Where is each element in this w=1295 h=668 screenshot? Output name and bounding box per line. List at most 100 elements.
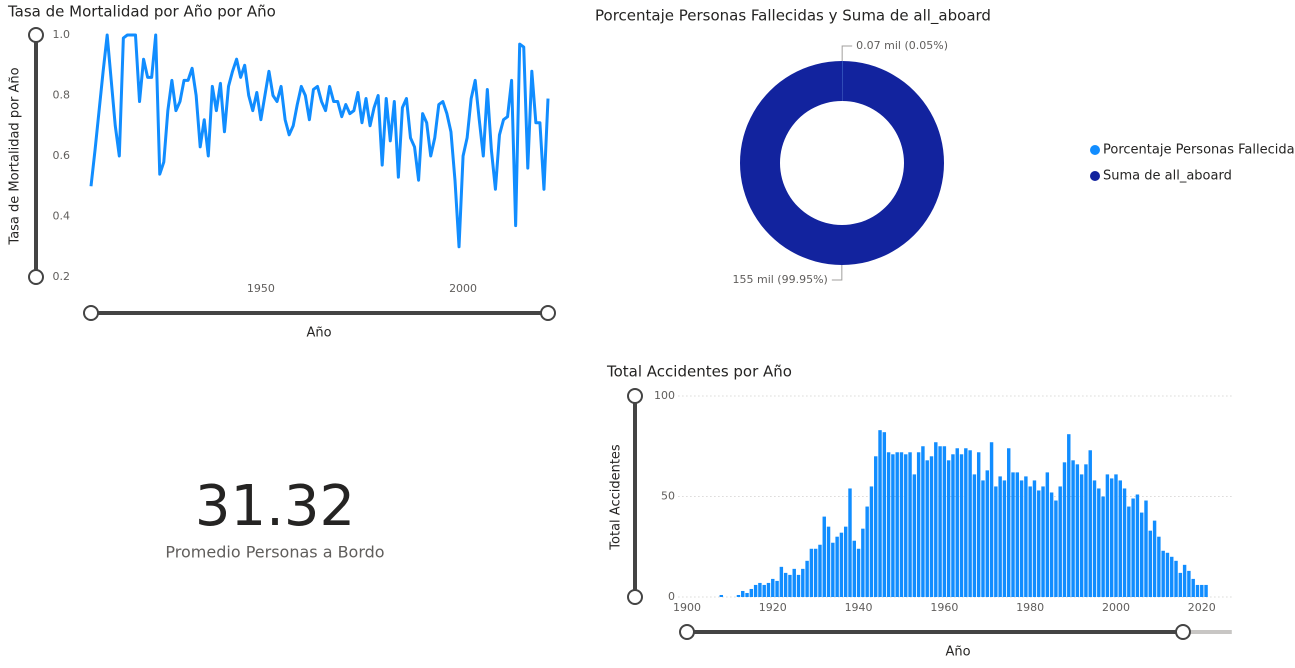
legend-marker — [1090, 145, 1100, 155]
bar — [796, 574, 801, 597]
bar — [1024, 476, 1028, 597]
bar — [985, 470, 989, 597]
bar — [921, 446, 925, 597]
bar — [766, 582, 771, 597]
bar — [964, 448, 968, 597]
bar — [989, 442, 994, 597]
bar — [749, 588, 754, 597]
bar — [925, 460, 929, 597]
bar — [934, 442, 938, 597]
bar — [1204, 584, 1208, 597]
bar — [895, 452, 899, 597]
x-tick-label: 1940 — [845, 601, 873, 614]
bar — [771, 578, 775, 597]
bar — [1182, 564, 1187, 597]
legend-label: Suma de all_aboard — [1103, 169, 1232, 184]
bar — [805, 560, 809, 597]
y-axis-title: Total Accidentes — [609, 444, 624, 551]
y-tick-label: 0.8 — [53, 89, 71, 102]
bar — [1084, 464, 1088, 597]
bar — [1131, 498, 1135, 597]
bar — [1045, 472, 1050, 597]
legend-marker — [1090, 171, 1100, 181]
slider-handle[interactable] — [627, 388, 643, 404]
bar — [813, 548, 818, 597]
bar — [1015, 472, 1020, 597]
bar — [1067, 434, 1071, 597]
bar — [1127, 506, 1131, 597]
bar — [916, 452, 921, 597]
bar — [1144, 500, 1148, 597]
bar — [959, 454, 964, 597]
bar — [762, 584, 766, 597]
bar — [1161, 550, 1165, 597]
slider-handle[interactable] — [28, 27, 44, 43]
bar — [976, 452, 981, 597]
bar — [908, 452, 912, 597]
y-tick-label: 0.6 — [53, 149, 71, 162]
bar — [968, 450, 972, 597]
bar — [809, 548, 814, 597]
slider-handle[interactable] — [28, 269, 44, 285]
slider-handle[interactable] — [1175, 624, 1191, 640]
bar — [998, 476, 1002, 597]
bar — [1054, 500, 1058, 597]
bar — [1019, 480, 1024, 597]
slider-handle[interactable] — [627, 589, 643, 605]
bar — [1101, 496, 1105, 597]
bar — [1191, 578, 1195, 597]
bar — [1109, 478, 1114, 597]
y-tick-label: 0.4 — [53, 210, 71, 223]
bar — [1165, 552, 1170, 597]
x-tick-label: 1960 — [930, 601, 958, 614]
chart-title: Total Accidentes por Año — [606, 363, 792, 381]
x-axis-title: Año — [945, 645, 970, 660]
bar — [1114, 474, 1118, 597]
slider-handle[interactable] — [679, 624, 695, 640]
bar — [753, 584, 758, 597]
bar — [856, 548, 861, 597]
bar — [1058, 486, 1062, 597]
slider-handle[interactable] — [83, 305, 99, 321]
bar — [955, 448, 959, 597]
bar — [1075, 464, 1080, 597]
bar — [899, 452, 904, 597]
x-tick-label: 2000 — [1102, 601, 1130, 614]
bar — [1002, 480, 1007, 597]
bar — [1148, 530, 1153, 597]
leader-line — [841, 45, 853, 62]
bar — [1135, 494, 1140, 597]
bar — [822, 516, 826, 597]
bar — [912, 474, 917, 597]
bar — [1088, 450, 1092, 597]
bar — [719, 594, 724, 597]
bar — [1028, 486, 1032, 597]
slider-handle[interactable] — [540, 305, 556, 321]
leader-line — [831, 265, 843, 281]
x-tick-label: 1950 — [247, 282, 275, 295]
bar — [1011, 472, 1015, 597]
data-label: 0.07 mil (0.05%) — [856, 39, 948, 52]
bar — [1092, 480, 1097, 597]
bar — [1118, 480, 1122, 597]
bar — [882, 432, 887, 597]
x-tick-label: 1900 — [673, 601, 701, 614]
y-axis-title: Tasa de Mortalidad por Año — [8, 67, 23, 245]
bar — [878, 430, 882, 597]
bar — [1071, 460, 1075, 597]
bar — [1139, 512, 1144, 597]
bar — [1195, 584, 1200, 597]
bar — [865, 506, 869, 597]
x-tick-label: 2020 — [1188, 601, 1216, 614]
bar — [779, 566, 784, 597]
card-value: 31.32 — [195, 474, 355, 539]
bar — [783, 572, 788, 597]
x-tick-label: 1980 — [1016, 601, 1044, 614]
bar — [994, 486, 998, 597]
bar — [1032, 480, 1037, 597]
bar — [1007, 448, 1011, 597]
bar — [831, 542, 835, 597]
bar — [1041, 486, 1045, 597]
bar — [852, 540, 857, 597]
